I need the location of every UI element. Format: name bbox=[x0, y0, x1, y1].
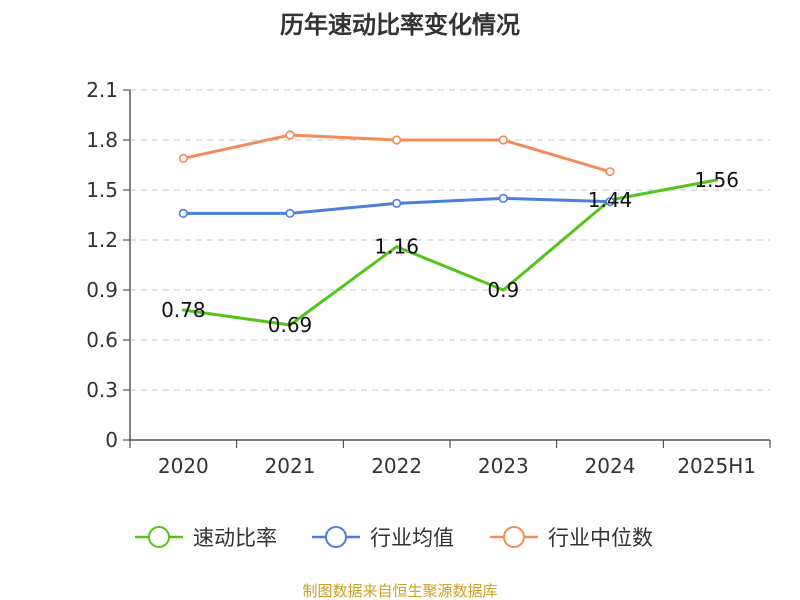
chart-title: 历年速动比率变化情况 bbox=[280, 11, 520, 39]
series-point-3 bbox=[605, 167, 615, 177]
series-line-1 bbox=[181, 178, 719, 327]
legend-marker-icon bbox=[503, 526, 525, 548]
source-note: 制图数据来自恒生聚源数据库 bbox=[302, 582, 497, 600]
x-tick-label: 2021 bbox=[265, 454, 316, 478]
series-point-2 bbox=[178, 208, 188, 218]
data-labels: 0.78 0.69 1.16 0.9 1.44 1.56 bbox=[161, 168, 739, 337]
legend: 速动比率 行业均值 行业中位数 bbox=[135, 526, 653, 550]
series bbox=[178, 130, 719, 327]
y-tick-label: 1.5 bbox=[86, 178, 118, 202]
data-label: 1.44 bbox=[588, 188, 633, 212]
y-tick-label: 2.1 bbox=[86, 78, 118, 102]
series-point-3 bbox=[178, 153, 188, 163]
y-tick-label: 1.8 bbox=[86, 128, 118, 152]
y-tick-label: 0.9 bbox=[86, 278, 118, 302]
series-point-2 bbox=[392, 198, 402, 208]
legend-marker-icon bbox=[148, 526, 170, 548]
legend-label: 行业中位数 bbox=[548, 526, 653, 550]
legend-marker-icon bbox=[325, 526, 347, 548]
y-tick-label: 0 bbox=[105, 428, 118, 452]
series-point-3 bbox=[498, 135, 508, 145]
y-tick-label: 0.6 bbox=[86, 328, 118, 352]
axes: 0 0.3 0.6 0.9 1.2 1.5 1.8 2.1 2020 2021 2022 2023 20… bbox=[86, 78, 771, 478]
series-point-2 bbox=[498, 193, 508, 203]
grid bbox=[130, 89, 770, 391]
x-tick-label: 2025H1 bbox=[677, 454, 756, 478]
data-label: 0.78 bbox=[161, 298, 206, 322]
x-tick-label: 2020 bbox=[158, 454, 209, 478]
data-label: 1.16 bbox=[374, 235, 419, 259]
series-point-2 bbox=[285, 208, 295, 218]
x-tick-label: 2022 bbox=[371, 454, 422, 478]
data-label: 1.56 bbox=[694, 168, 739, 192]
data-label: 0.69 bbox=[268, 313, 313, 337]
series-point-3 bbox=[392, 135, 402, 145]
x-tick-label: 2023 bbox=[478, 454, 529, 478]
data-label: 0.9 bbox=[487, 278, 519, 302]
legend-label: 速动比率 bbox=[193, 526, 277, 550]
series-point-3 bbox=[285, 130, 295, 140]
x-tick-label: 2024 bbox=[585, 454, 636, 478]
y-tick-label: 0.3 bbox=[86, 378, 118, 402]
y-tick-label: 1.2 bbox=[86, 228, 118, 252]
series-point-2 bbox=[605, 197, 615, 207]
legend-label: 行业均值 bbox=[370, 526, 454, 550]
